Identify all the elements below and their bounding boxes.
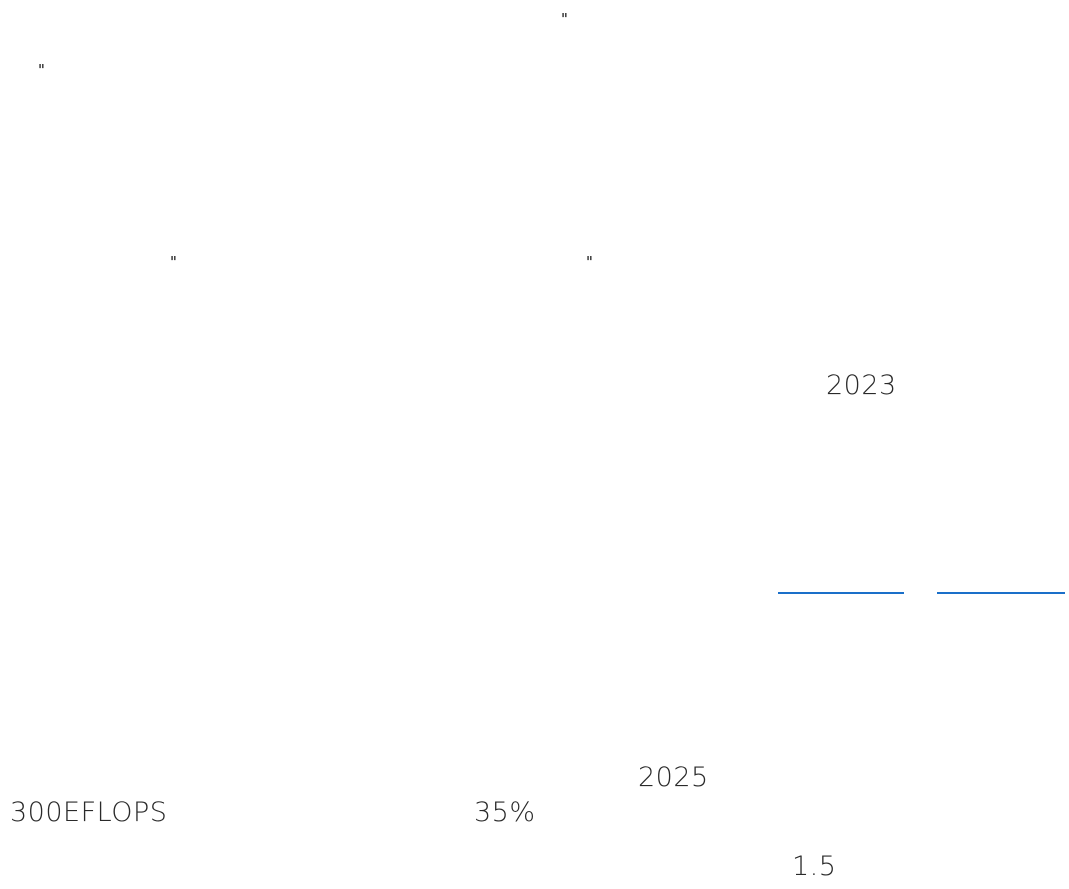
year-2023-text: 2023 <box>826 370 897 401</box>
year-2025-text: 2025 <box>638 762 709 793</box>
hyperlink-underline[interactable] <box>778 592 904 594</box>
quote-mark: " <box>561 10 568 28</box>
percent-text: 35% <box>474 797 536 828</box>
quote-mark: " <box>38 61 45 79</box>
hyperlink-underline[interactable] <box>937 592 1065 594</box>
quote-mark: " <box>586 253 593 271</box>
factor-text: 1.5 <box>792 851 837 882</box>
compute-capacity-text: 300EFLOPS <box>10 797 168 828</box>
quote-mark: " <box>170 253 177 271</box>
